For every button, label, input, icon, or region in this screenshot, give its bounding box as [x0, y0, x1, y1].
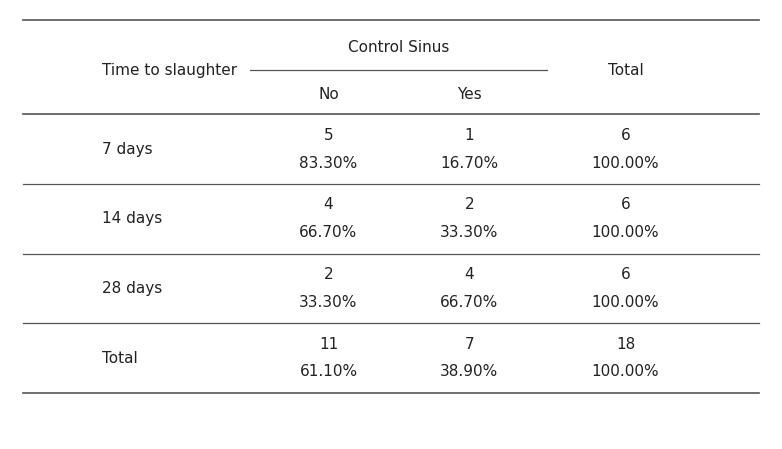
Text: Total: Total: [608, 63, 644, 78]
Text: 100.00%: 100.00%: [592, 365, 659, 379]
Text: 38.90%: 38.90%: [440, 365, 498, 379]
Text: 7 days: 7 days: [102, 142, 152, 157]
Text: 100.00%: 100.00%: [592, 225, 659, 240]
Text: 5: 5: [324, 128, 333, 143]
Text: 61.10%: 61.10%: [300, 365, 357, 379]
Text: 1: 1: [465, 128, 474, 143]
Text: 28 days: 28 days: [102, 281, 162, 296]
Text: 11: 11: [319, 337, 338, 352]
Text: 18: 18: [616, 337, 635, 352]
Text: 6: 6: [621, 267, 630, 282]
Text: 16.70%: 16.70%: [440, 156, 498, 171]
Text: 2: 2: [465, 198, 474, 212]
Text: 7: 7: [465, 337, 474, 352]
Text: 66.70%: 66.70%: [300, 225, 357, 240]
Text: 14 days: 14 days: [102, 211, 162, 226]
Text: 4: 4: [324, 198, 333, 212]
Text: 66.70%: 66.70%: [440, 295, 498, 310]
Text: Total: Total: [102, 351, 138, 365]
Text: 100.00%: 100.00%: [592, 295, 659, 310]
Text: 4: 4: [465, 267, 474, 282]
Text: 33.30%: 33.30%: [300, 295, 357, 310]
Text: Yes: Yes: [457, 87, 482, 102]
Text: Control Sinus: Control Sinus: [348, 40, 450, 55]
Text: 83.30%: 83.30%: [300, 156, 357, 171]
Text: 33.30%: 33.30%: [440, 225, 498, 240]
Text: Time to slaughter: Time to slaughter: [102, 63, 237, 78]
Text: 2: 2: [324, 267, 333, 282]
Text: No: No: [318, 87, 339, 102]
Text: 6: 6: [621, 128, 630, 143]
Text: 100.00%: 100.00%: [592, 156, 659, 171]
Text: 6: 6: [621, 198, 630, 212]
